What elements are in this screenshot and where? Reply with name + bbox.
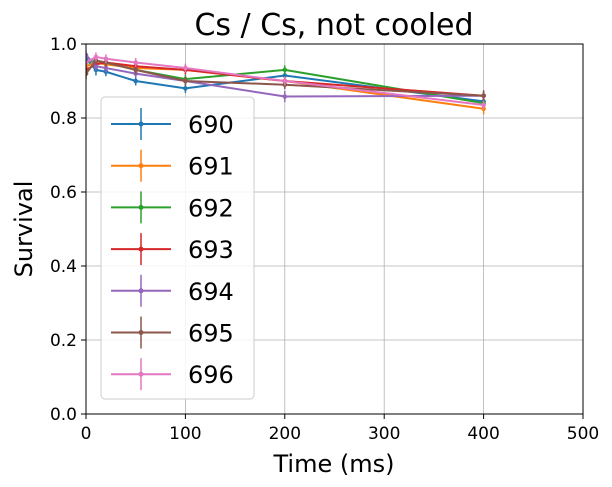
data-point [93, 63, 99, 69]
legend-swatch-marker [138, 330, 144, 335]
data-point [282, 78, 288, 84]
y-tick-label: 0.2 [50, 331, 77, 351]
data-point [133, 78, 138, 84]
data-point [282, 94, 288, 99]
x-tick-label: 0 [81, 424, 92, 444]
x-axis-label: Time (ms) [273, 450, 395, 478]
legend-box [100, 96, 255, 400]
legend-item-691: 691 [111, 149, 234, 182]
legend: 690 691 692 693 694 695 696 [100, 96, 255, 400]
data-point [93, 54, 99, 60]
data-point [282, 67, 288, 73]
legend-swatch-marker [138, 204, 144, 210]
data-point [183, 86, 188, 91]
legend-item-694: 694 [111, 274, 234, 307]
legend-item-696: 696 [111, 358, 234, 391]
series-696 [86, 52, 486, 110]
x-tick-label: 500 [567, 424, 599, 444]
legend-swatch-marker [138, 163, 144, 169]
data-point [183, 65, 188, 71]
legend-label: 694 [188, 278, 234, 306]
axes-frame [85, 43, 584, 415]
legend-label: 692 [188, 194, 234, 222]
data-point [86, 71, 89, 76]
chart-title: Cs / Cs, not cooled [194, 8, 473, 43]
data-point [133, 67, 138, 73]
legend-swatch-marker [138, 288, 144, 294]
x-tick-label: 100 [169, 424, 201, 444]
legend-swatch-marker [138, 121, 144, 127]
data-point [183, 78, 188, 84]
y-tick-label: 0.8 [50, 109, 77, 129]
data-point [481, 93, 486, 99]
legend-item-690: 690 [111, 108, 234, 140]
y-tick-label: 0.6 [50, 183, 77, 203]
legend-item-695: 695 [111, 316, 234, 349]
legend-label: 690 [188, 111, 234, 139]
legend-item-693: 693 [111, 233, 234, 266]
y-tick-label: 0.4 [50, 257, 77, 277]
data-point [481, 102, 486, 108]
legend-label: 693 [188, 236, 234, 264]
ticks: 0 100 200 300 400 500 0.0 0.2 0.4 0.6 0.8 1.0 [50, 35, 599, 444]
y-tick-label: 1.0 [50, 35, 77, 55]
data-point [282, 73, 288, 78]
data-point [103, 65, 109, 71]
y-tick-label: 0.0 [50, 405, 77, 425]
legend-label: 696 [188, 361, 234, 389]
data-point [86, 60, 89, 65]
legend-item-692: 692 [111, 191, 234, 224]
x-tick-label: 200 [269, 424, 301, 444]
legend-swatch-marker [138, 246, 144, 252]
legend-label: 695 [188, 320, 234, 348]
x-tick-label: 400 [467, 424, 499, 444]
series-layer [86, 50, 486, 115]
data-point [133, 60, 138, 65]
y-axis-label: Survival [10, 181, 38, 278]
legend-label: 691 [188, 153, 234, 181]
legend-swatch-marker [138, 371, 144, 377]
x-tick-label: 300 [368, 424, 400, 444]
data-point [86, 52, 89, 58]
data-point [103, 56, 109, 62]
